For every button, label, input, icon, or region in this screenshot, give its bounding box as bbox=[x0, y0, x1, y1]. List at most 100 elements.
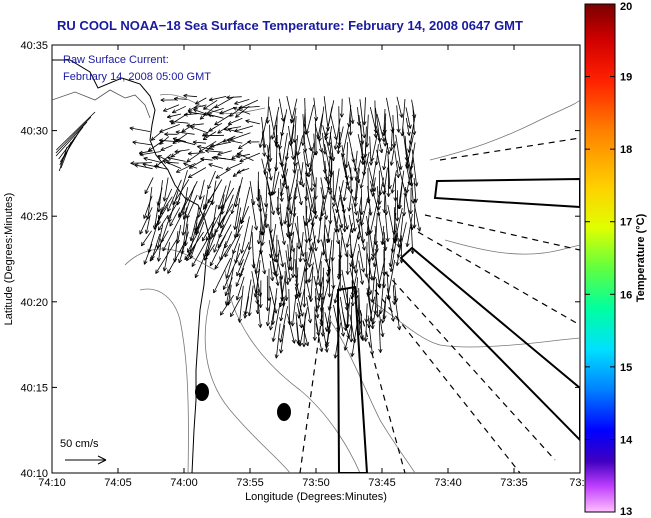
current-vector bbox=[317, 113, 324, 140]
current-vector-head bbox=[329, 293, 332, 298]
current-vector-head bbox=[372, 262, 375, 267]
current-vector bbox=[267, 96, 270, 124]
current-vector-head bbox=[162, 160, 166, 165]
current-vector-head bbox=[347, 181, 350, 186]
current-vector-head bbox=[308, 218, 312, 223]
current-vector-head bbox=[235, 203, 239, 208]
current-vector-head bbox=[271, 337, 274, 342]
current-vector-head bbox=[304, 239, 308, 244]
y-tick-label: 40:25 bbox=[20, 211, 48, 223]
current-vector-head bbox=[361, 134, 365, 139]
current-vector-head bbox=[230, 313, 235, 318]
current-vector bbox=[331, 257, 334, 289]
current-vector-head bbox=[132, 140, 137, 143]
current-vector-head bbox=[315, 314, 319, 319]
current-vector-head bbox=[129, 127, 134, 131]
current-vector-head bbox=[230, 209, 232, 214]
current-vector-head bbox=[273, 191, 277, 195]
map-plot-area[interactable] bbox=[51, 44, 581, 474]
current-vector-head bbox=[344, 306, 348, 311]
current-vector-head bbox=[174, 96, 179, 99]
current-vector-head bbox=[322, 169, 326, 174]
current-vector bbox=[410, 171, 414, 204]
current-vector-head bbox=[226, 139, 231, 143]
current-vector bbox=[195, 97, 207, 105]
colorbar-tick-label: 20 bbox=[620, 1, 632, 13]
current-vector-head bbox=[399, 325, 402, 331]
current-vector bbox=[254, 268, 261, 298]
current-vector-head bbox=[405, 188, 408, 193]
current-vector-head bbox=[320, 332, 324, 337]
current-vector bbox=[174, 231, 179, 263]
current-vector-head bbox=[324, 327, 327, 332]
current-vector bbox=[363, 141, 367, 176]
current-vector bbox=[287, 313, 295, 344]
current-vector bbox=[313, 275, 320, 302]
current-vector-head bbox=[147, 248, 149, 253]
current-vector-head bbox=[337, 145, 339, 150]
current-vector-head bbox=[274, 253, 278, 258]
current-vector bbox=[327, 251, 331, 284]
radar-station-marker[interactable] bbox=[277, 403, 291, 421]
current-vector bbox=[267, 162, 272, 181]
current-vector-head bbox=[370, 161, 374, 166]
current-vector bbox=[169, 121, 189, 124]
current-vector-head bbox=[306, 238, 309, 244]
current-vector bbox=[186, 243, 197, 261]
current-vector-head bbox=[289, 140, 292, 145]
current-vector-head bbox=[181, 131, 186, 133]
colorbar-tick-label: 15 bbox=[620, 362, 632, 374]
current-vector bbox=[330, 114, 337, 140]
current-vector-head bbox=[319, 322, 322, 327]
current-vector bbox=[385, 195, 387, 216]
current-vector-head bbox=[281, 174, 283, 179]
current-vector bbox=[277, 196, 279, 216]
current-vector-head bbox=[379, 284, 382, 289]
current-vector bbox=[205, 150, 223, 153]
current-vector bbox=[208, 163, 224, 169]
current-vector-head bbox=[353, 196, 356, 201]
current-vector-head bbox=[385, 238, 389, 242]
current-vector-head bbox=[195, 274, 199, 279]
current-vector bbox=[405, 107, 411, 129]
current-vector-head bbox=[389, 146, 392, 151]
current-vector bbox=[225, 277, 233, 296]
current-vector-head bbox=[368, 324, 372, 329]
current-vector-head bbox=[333, 299, 336, 304]
current-vector-head bbox=[167, 116, 172, 119]
current-vector bbox=[321, 132, 326, 155]
current-vector bbox=[56, 111, 96, 151]
current-vector-head bbox=[143, 157, 147, 162]
current-vector-head bbox=[312, 211, 316, 216]
current-vector bbox=[391, 170, 397, 194]
current-vector-head bbox=[142, 163, 147, 167]
current-vector-head bbox=[371, 192, 374, 197]
current-vector-head bbox=[204, 204, 208, 209]
current-vector bbox=[225, 267, 234, 306]
current-vector-head bbox=[384, 211, 387, 216]
radar-station-marker[interactable] bbox=[195, 383, 209, 401]
current-vector-head bbox=[338, 239, 341, 245]
current-vector-head bbox=[327, 293, 330, 298]
current-vector-head bbox=[406, 132, 410, 136]
current-vector bbox=[198, 140, 217, 153]
current-vector-head bbox=[286, 296, 289, 301]
current-vector-head bbox=[208, 127, 212, 132]
current-vector bbox=[199, 179, 205, 200]
current-vector-head bbox=[207, 200, 212, 204]
current-vector-head bbox=[361, 268, 365, 273]
current-vector bbox=[139, 151, 161, 156]
current-vector bbox=[304, 243, 307, 263]
current-vector bbox=[369, 195, 380, 234]
current-vector bbox=[306, 187, 314, 227]
current-vector-head bbox=[153, 164, 158, 167]
current-vector-head bbox=[388, 150, 391, 155]
current-vector-head bbox=[225, 292, 229, 297]
depth-contour bbox=[124, 248, 216, 271]
current-vector-head bbox=[186, 160, 191, 163]
current-vector-head bbox=[130, 162, 135, 166]
current-vector-head bbox=[247, 246, 250, 251]
current-vector-head bbox=[260, 304, 263, 308]
current-vector-head bbox=[139, 231, 144, 235]
current-vector bbox=[280, 179, 283, 202]
